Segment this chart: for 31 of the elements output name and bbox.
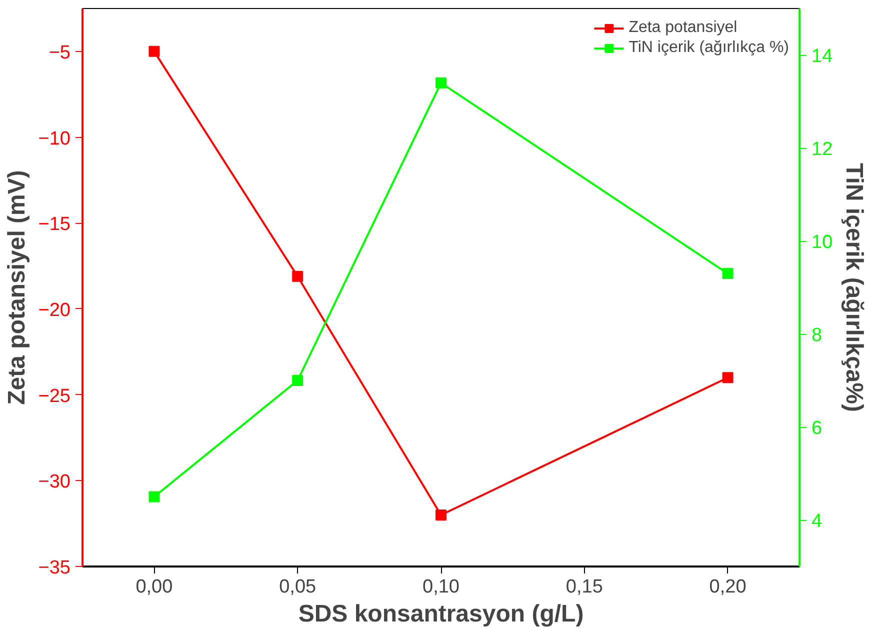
y2-axis-title: TiN içerik (ağırlıkça%)	[840, 163, 868, 412]
y2-tick-label: 12	[812, 139, 833, 160]
y-tick-label: −30	[38, 472, 71, 493]
point	[148, 491, 160, 502]
point	[292, 375, 304, 386]
y-tick-label: −25	[38, 386, 71, 407]
y2-tick-label: 10	[812, 232, 833, 253]
point	[722, 372, 734, 384]
y2-tick-label: 4	[812, 511, 822, 532]
y2-tick-label: 8	[812, 325, 822, 346]
x-tick-label: 0,00	[136, 576, 173, 598]
x-tick-label: 0,20	[709, 576, 746, 598]
y-tick-label: −20	[38, 300, 71, 321]
point	[148, 46, 160, 57]
x-tick-label: 0,10	[422, 576, 460, 598]
legend-label: TiN içerik (ağırlıkça %)	[628, 39, 789, 57]
y-axis-title: Zeta potansiyel (mV)	[3, 170, 30, 405]
y-tick-label: −5	[48, 42, 71, 64]
x-tick-label: 0,05	[279, 576, 316, 598]
point	[436, 77, 446, 88]
y-tick-label: −15	[38, 214, 71, 236]
x-axis-title: SDS konsantrasyon (g/L)	[298, 600, 584, 628]
y2-tick-label: 14	[812, 46, 834, 67]
y2-tick-label: 6	[812, 418, 822, 439]
y-tick-label: −10	[38, 128, 71, 150]
point	[436, 509, 446, 520]
y-tick-label: −35	[38, 558, 71, 578]
x-tick-label: 0,15	[566, 576, 603, 598]
point	[292, 270, 304, 282]
legend-label: Zeta potansiyel	[628, 19, 738, 37]
point	[722, 268, 734, 280]
